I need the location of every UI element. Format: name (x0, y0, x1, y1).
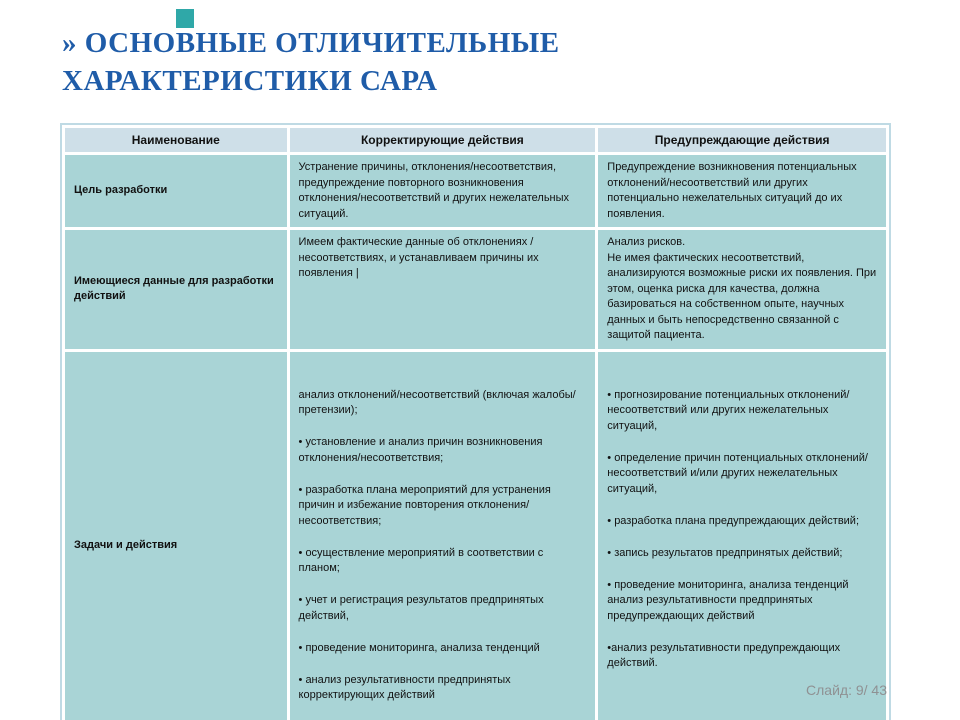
characteristics-table-wrap: Наименование Корректирующие действия Пре… (60, 123, 891, 720)
bullet-item: • анализ результативности предпринятых к… (298, 673, 511, 702)
slide-title-line1: » ОСНОВНЫЕ ОТЛИЧИТЕЛЬНЫЕ (62, 27, 560, 59)
preventive-bullet-list: • прогнозирование потенциальных отклонен… (607, 372, 877, 688)
row-goal-corrective: Устранение причины, отклонения/несоответ… (289, 155, 596, 227)
slide-title: » ОСНОВНЫЕ ОТЛИЧИТЕЛЬНЫЕ ХАРАКТЕРИСТИКИ … (62, 24, 762, 100)
bullet-item: •анализ результативности предупреждающих… (607, 641, 841, 670)
bullet-item: анализ отклонений/несоответствий (включа… (298, 388, 576, 417)
capa-characteristics-table: Наименование Корректирующие действия Пре… (62, 125, 889, 720)
bullet-item: • осуществление мероприятий в соответств… (298, 546, 544, 575)
header-corrective-actions: Корректирующие действия (289, 128, 596, 152)
slide-counter: Слайд: 9/ 43 (806, 682, 887, 698)
row-tasks-corrective: анализ отклонений/несоответствий (включа… (289, 351, 596, 720)
header-row: Наименование Корректирующие действия Пре… (65, 128, 886, 152)
slide-title-line2: ХАРАКТЕРИСТИКИ САРА (62, 65, 438, 97)
row-goal-name: Цель разработки (65, 155, 287, 227)
bullet-item: • прогнозирование потенциальных отклонен… (607, 388, 850, 432)
bullet-item: • определение причин потенциальных откло… (607, 451, 868, 495)
row-available-data-preventive: Анализ рисков. Не имея фактических несоо… (598, 230, 886, 349)
bullet-item: • разработка плана мероприятий для устра… (298, 483, 551, 527)
bullet-item: • проведение мониторинга, анализа тенден… (298, 641, 540, 654)
row-goal: Цель разработки Устранение причины, откл… (65, 155, 886, 227)
row-tasks-preventive: • прогнозирование потенциальных отклонен… (598, 351, 886, 720)
row-tasks: Задачи и действия анализ отклонений/несо… (65, 351, 886, 720)
bullet-item: • установление и анализ причин возникнов… (298, 436, 543, 464)
teal-accent-square (176, 9, 194, 28)
row-available-data-name: Имеющиеся данные для разработки действий (65, 230, 287, 349)
bullet-item: • разработка плана предупреждающих дейст… (607, 514, 860, 527)
header-preventive-actions: Предупреждающие действия (598, 128, 886, 152)
bullet-item: • учет и регистрация результатов предпри… (298, 594, 544, 622)
row-available-data: Имеющиеся данные для разработки действий… (65, 230, 886, 349)
row-available-data-corrective: Имеем фактические данные об отклонениях … (289, 230, 596, 349)
row-tasks-name: Задачи и действия (65, 351, 287, 720)
bullet-item: • проведение мониторинга, анализа тенден… (607, 578, 849, 622)
header-name: Наименование (65, 128, 287, 152)
bullet-item: • запись результатов предпринятых действ… (607, 546, 843, 559)
row-goal-preventive: Предупреждение возникновения потенциальн… (598, 155, 886, 227)
corrective-bullet-list: анализ отклонений/несоответствий (включа… (299, 372, 587, 720)
